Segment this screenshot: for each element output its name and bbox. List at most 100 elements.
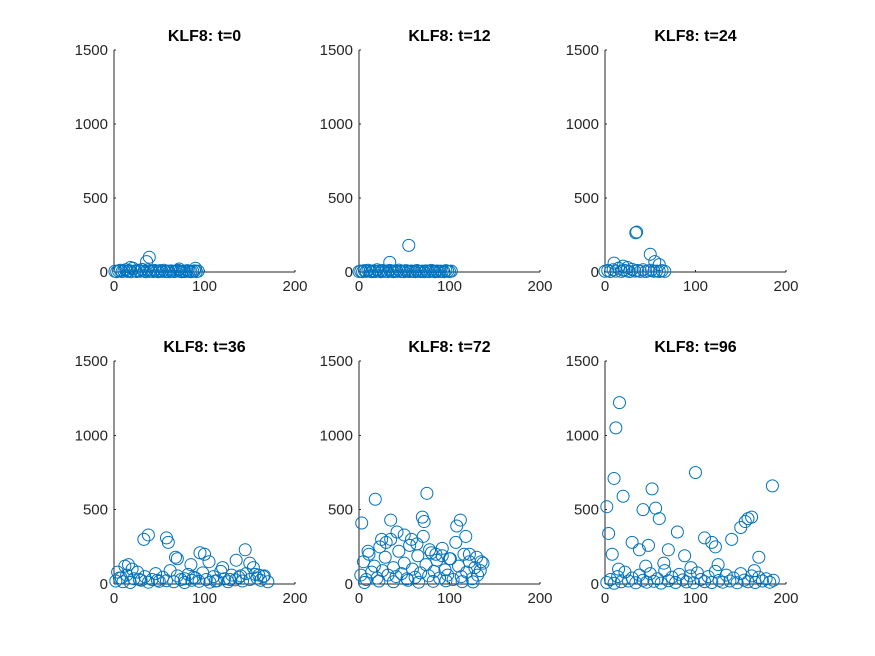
data-point — [679, 575, 693, 589]
data-point — [178, 265, 192, 279]
data-point — [705, 535, 719, 549]
data-point — [139, 265, 153, 279]
y-tick-label: 1500 — [320, 42, 353, 59]
data-point — [365, 265, 379, 279]
data-point — [747, 564, 761, 578]
data-point — [612, 396, 626, 410]
subplot-title: KLF8: t=12 — [408, 28, 490, 45]
data-point — [423, 543, 437, 557]
x-tick-label: 200 — [282, 278, 307, 295]
data-point — [390, 264, 404, 278]
data-point — [670, 525, 684, 539]
data-point — [658, 564, 672, 578]
data-point — [629, 576, 643, 590]
x-tick-label: 200 — [282, 590, 307, 607]
data-point — [643, 567, 657, 581]
data-point — [185, 573, 199, 587]
data-point — [125, 562, 139, 576]
data-point — [738, 515, 752, 529]
data-point — [405, 562, 419, 576]
data-point — [602, 526, 616, 540]
data-point — [243, 573, 257, 587]
data-point — [607, 576, 621, 590]
data-point — [172, 262, 186, 276]
data-point — [606, 263, 620, 277]
data-point — [386, 265, 400, 279]
data-point — [152, 574, 166, 588]
data-point — [127, 572, 141, 586]
subplot-title: KLF8: t=72 — [408, 339, 490, 356]
x-tick-label: 200 — [773, 278, 798, 295]
data-point — [657, 556, 671, 570]
data-point — [765, 479, 779, 493]
data-point — [639, 559, 653, 573]
data-point — [605, 547, 619, 561]
data-point — [723, 574, 737, 588]
data-point — [745, 510, 759, 524]
data-point — [141, 528, 155, 542]
data-point — [187, 570, 201, 584]
data-point — [687, 576, 701, 590]
data-point — [397, 528, 411, 542]
data-point — [609, 264, 623, 278]
data-point — [383, 255, 397, 269]
data-point — [470, 550, 484, 564]
data-point — [636, 263, 650, 277]
data-point — [616, 489, 630, 503]
data-point — [645, 482, 659, 496]
data-point — [752, 550, 766, 564]
data-point — [600, 576, 614, 590]
y-tick-label: 500 — [574, 190, 599, 207]
data-point — [229, 553, 243, 567]
data-point — [632, 543, 646, 557]
data-point — [123, 261, 137, 275]
data-point — [400, 572, 414, 586]
data-point — [401, 573, 415, 587]
data-point — [123, 576, 137, 590]
data-point — [629, 226, 643, 240]
data-point — [410, 537, 424, 551]
data-point — [356, 265, 370, 279]
data-point — [150, 573, 164, 587]
data-point — [169, 550, 183, 564]
x-tick-label: 0 — [355, 590, 363, 607]
y-tick-label: 1000 — [566, 427, 599, 444]
data-point — [137, 532, 151, 546]
data-point — [612, 562, 626, 576]
data-point — [238, 543, 252, 557]
y-tick-label: 1000 — [320, 116, 353, 133]
data-point — [654, 576, 668, 590]
data-point — [198, 547, 211, 561]
y-tick-label: 0 — [100, 576, 108, 593]
data-point — [647, 574, 661, 588]
data-point — [202, 555, 216, 569]
data-point — [392, 544, 406, 558]
data-point — [162, 265, 176, 279]
y-tick-label: 1500 — [566, 353, 599, 370]
data-point — [133, 264, 147, 278]
y-tick-label: 500 — [83, 502, 108, 519]
data-point — [178, 572, 192, 586]
x-tick-label: 0 — [110, 278, 118, 295]
data-point — [151, 265, 165, 279]
data-point — [368, 492, 382, 506]
data-point — [603, 265, 617, 279]
y-tick-label: 500 — [83, 190, 108, 207]
data-point — [652, 512, 666, 526]
data-point — [652, 258, 666, 272]
data-point — [256, 570, 270, 584]
data-point — [417, 265, 431, 279]
data-point — [429, 547, 443, 561]
x-tick-label: 200 — [527, 590, 552, 607]
data-point — [170, 552, 184, 566]
data-point — [444, 264, 458, 278]
data-point — [370, 263, 384, 277]
data-point — [159, 574, 173, 588]
y-tick-label: 0 — [345, 264, 353, 281]
data-point — [439, 574, 453, 588]
data-point — [755, 574, 769, 588]
data-point — [420, 486, 434, 500]
data-point — [184, 558, 198, 572]
data-point — [188, 261, 202, 275]
